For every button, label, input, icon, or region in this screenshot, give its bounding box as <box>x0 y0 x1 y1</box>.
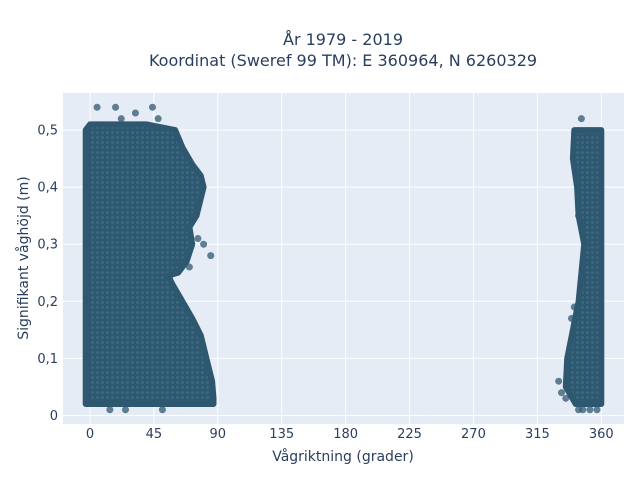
data-point <box>93 103 101 111</box>
y-tick-label: 0 <box>50 409 58 424</box>
data-point <box>158 406 166 414</box>
data-point <box>131 109 139 117</box>
chart-title: År 1979 - 2019 <box>283 30 403 49</box>
y-tick-label: 0,4 <box>37 181 58 196</box>
data-point <box>200 240 208 248</box>
x-tick-label: 315 <box>525 427 550 442</box>
data-point <box>185 263 193 271</box>
data-point <box>171 257 179 265</box>
x-axis-ticks: 0 45 90 135 180 225 270 315 360 <box>86 427 614 442</box>
data-point <box>575 212 583 220</box>
point-clusters <box>82 121 605 407</box>
data-point <box>570 303 578 311</box>
x-tick-label: 0 <box>86 427 94 442</box>
x-tick-label: 225 <box>397 427 422 442</box>
x-tick-label: 90 <box>210 427 227 442</box>
x-tick-label: 45 <box>146 427 163 442</box>
data-point <box>577 217 585 225</box>
data-point <box>583 257 591 265</box>
data-point <box>207 252 215 260</box>
x-tick-label: 360 <box>589 427 614 442</box>
data-points <box>93 103 601 414</box>
data-point <box>586 406 594 414</box>
x-tick-label: 270 <box>461 427 486 442</box>
data-point <box>577 115 585 123</box>
point-cluster-0 <box>82 121 217 407</box>
data-point <box>567 314 575 322</box>
x-tick-label: 135 <box>269 427 294 442</box>
data-point <box>190 212 198 220</box>
data-point <box>112 103 120 111</box>
data-point <box>148 103 156 111</box>
y-tick-label: 0,1 <box>37 352 58 367</box>
data-point <box>194 235 202 243</box>
y-tick-label: 0,3 <box>37 238 58 253</box>
x-tick-label: 180 <box>333 427 358 442</box>
data-point <box>166 274 174 282</box>
x-axis-title: Vågriktning (grader) <box>272 448 414 465</box>
y-tick-label: 0,5 <box>37 124 58 139</box>
chart-subtitle: Koordinat (Sweref 99 TM): E 360964, N 62… <box>149 51 537 70</box>
data-point <box>154 115 162 123</box>
data-point <box>555 377 563 385</box>
y-tick-label: 0,2 <box>37 295 58 310</box>
y-axis-ticks: 0 0,1 0,2 0,3 0,4 0,5 <box>37 124 58 424</box>
data-point <box>106 406 114 414</box>
data-point <box>562 394 570 402</box>
data-point <box>593 406 601 414</box>
data-point <box>582 240 590 248</box>
point-cluster-1 <box>562 127 605 407</box>
data-point <box>121 406 129 414</box>
data-point <box>558 389 566 397</box>
data-point <box>117 115 125 123</box>
y-axis-title: Signifikant våghöjd (m) <box>15 176 32 339</box>
data-point <box>579 406 587 414</box>
